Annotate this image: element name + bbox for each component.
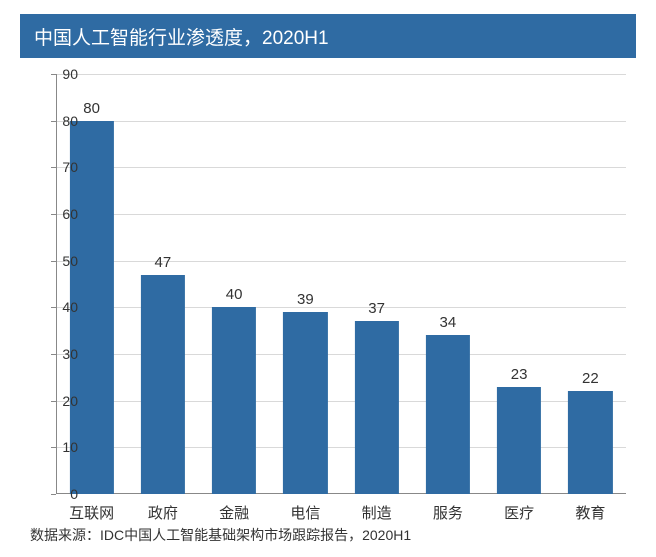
data-source: 数据来源：IDC中国人工智能基础架构市场跟踪报告，2020H1 (30, 525, 411, 545)
bar (283, 312, 327, 494)
y-tick-label: 50 (38, 253, 78, 269)
bars-layer: 80互联网47政府40金融39电信37制造34服务23医疗22教育 (56, 74, 626, 494)
bar-slot: 23医疗 (484, 74, 555, 494)
x-category-label: 政府 (148, 502, 178, 523)
bar (426, 335, 470, 494)
x-category-label: 服务 (433, 502, 463, 523)
bar-slot: 34服务 (412, 74, 483, 494)
y-tick-label: 20 (38, 393, 78, 409)
bar-value-label: 80 (83, 100, 100, 117)
chart-title-bar: 中国人工智能行业渗透度，2020H1 (20, 14, 636, 58)
y-tick-label: 10 (38, 439, 78, 455)
y-tick-label: 80 (38, 113, 78, 129)
bar (568, 391, 612, 494)
y-tick-label: 0 (38, 486, 78, 502)
bar-slot: 22教育 (555, 74, 626, 494)
y-tick-label: 70 (38, 159, 78, 175)
bar (212, 307, 256, 494)
bar-value-label: 37 (368, 300, 385, 317)
plot-area: 80互联网47政府40金融39电信37制造34服务23医疗22教育 (56, 74, 626, 494)
x-category-label: 金融 (219, 502, 249, 523)
bar-value-label: 22 (582, 370, 599, 387)
y-tick-label: 40 (38, 299, 78, 315)
x-category-label: 教育 (575, 502, 605, 523)
y-tick-label: 90 (38, 66, 78, 82)
x-category-label: 电信 (290, 502, 320, 523)
bar-value-label: 34 (440, 314, 457, 331)
bar-value-label: 40 (226, 286, 243, 303)
bar (355, 321, 399, 494)
bar-slot: 80互联网 (56, 74, 127, 494)
y-tick-label: 30 (38, 346, 78, 362)
chart-title: 中国人工智能行业渗透度，2020H1 (34, 23, 329, 50)
y-tick-label: 60 (38, 206, 78, 222)
bar-value-label: 23 (511, 366, 528, 383)
bar-slot: 40金融 (199, 74, 270, 494)
x-category-label: 医疗 (504, 502, 534, 523)
bar (141, 275, 185, 494)
x-category-label: 制造 (362, 502, 392, 523)
bar-value-label: 39 (297, 291, 314, 308)
bar-value-label: 47 (155, 254, 172, 271)
bar-slot: 39电信 (270, 74, 341, 494)
x-category-label: 互联网 (69, 502, 114, 523)
bar-slot: 47政府 (127, 74, 198, 494)
bar (497, 387, 541, 494)
chart-container: 中国人工智能行业渗透度，2020H1 80互联网47政府40金融39电信37制造… (0, 0, 656, 557)
bar-slot: 37制造 (341, 74, 412, 494)
